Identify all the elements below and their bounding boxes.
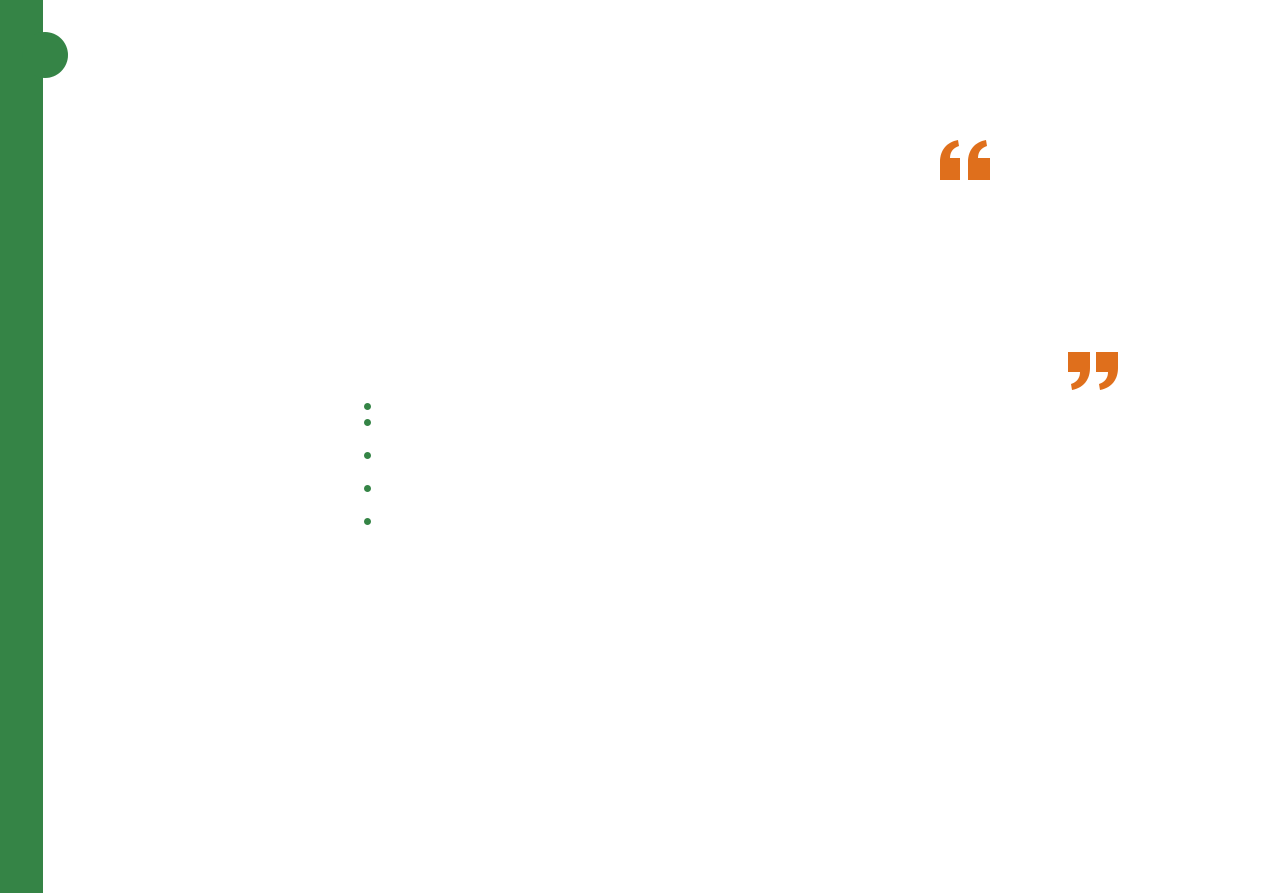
sidebar-tab-icon <box>22 32 68 78</box>
bullet-dot-icon <box>364 403 371 410</box>
close-quote-icon <box>1068 352 1118 390</box>
bullet-dot-icon <box>364 485 371 492</box>
bullet-dot-icon <box>364 518 371 525</box>
bullet-dot-icon <box>364 419 371 426</box>
sidebar-bar <box>0 0 43 893</box>
bullet-dot-icon <box>364 452 371 459</box>
open-quote-icon <box>940 140 990 180</box>
